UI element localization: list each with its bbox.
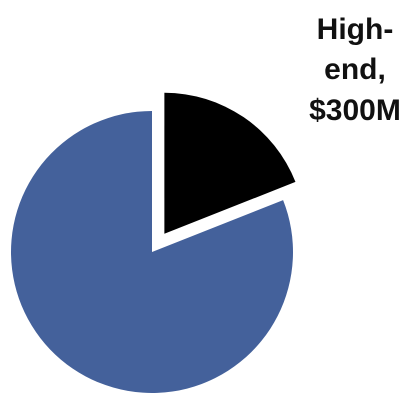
high-end-label-line-1: High-	[317, 13, 394, 46]
high-end-label-line-3: $300M	[309, 94, 401, 127]
pie-slice-remainder	[10, 111, 293, 393]
high-end-label-line-2: end,	[324, 53, 386, 86]
pie-slices	[10, 92, 296, 393]
pie-slice-high-end	[164, 92, 296, 234]
